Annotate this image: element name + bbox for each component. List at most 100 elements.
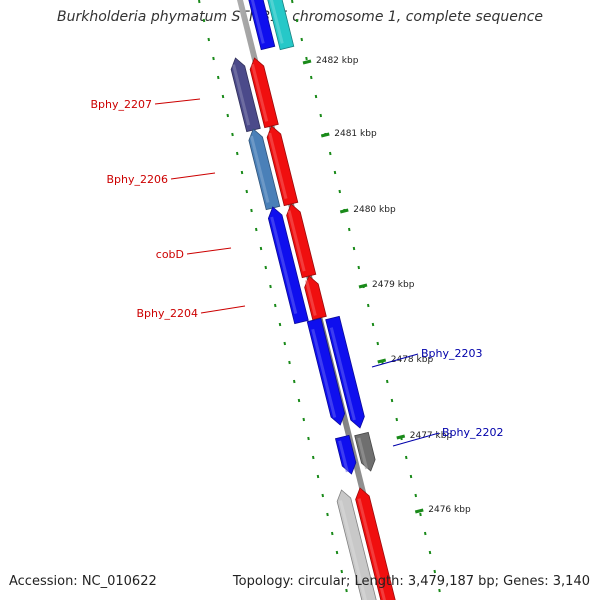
- gene-arrow-light-grey-highlight: [339, 500, 367, 600]
- gene-arrow-bphy-2203-a: [306, 317, 346, 426]
- guide-dot: [338, 189, 341, 194]
- gene-arrow-offscreen-cyan-highlight: [269, 0, 284, 44]
- guide-dot: [269, 284, 272, 289]
- guide-dot: [345, 588, 348, 593]
- scale-tick: [358, 283, 368, 289]
- gene-arrow-red-4-highlight: [304, 279, 317, 316]
- gene-label: Bphy_2202: [442, 426, 504, 439]
- gene-arrow-offscreen-blue-highlight: [250, 0, 265, 44]
- guide-dot: [310, 75, 313, 80]
- guide-dot: [212, 56, 215, 61]
- guide-dot: [409, 474, 413, 479]
- guide-dot: [331, 531, 334, 536]
- guide-dot: [198, 0, 201, 4]
- guide-dot: [333, 170, 337, 175]
- left-guide-track: [198, 0, 348, 593]
- gene-arrow-grey: [354, 431, 376, 472]
- guide-dot: [321, 493, 324, 498]
- gene-label: cobD: [156, 248, 184, 261]
- guide-dot: [371, 322, 375, 327]
- guide-dot: [283, 341, 286, 346]
- sequence-summary-text: Topology: circular; Length: 3,479,187 bp…: [232, 574, 590, 589]
- scale-tick: [302, 59, 312, 65]
- gene-arrow-red-4-body: [304, 275, 327, 321]
- gene-arrow-offscreen-blue: [248, 0, 276, 51]
- gene-arrow-bphy-2203-a-highlight: [311, 328, 337, 418]
- gene-arrow-red-1-highlight: [251, 63, 269, 122]
- guide-dot: [305, 56, 308, 61]
- gene-arrow-bphy-2207-highlight: [232, 64, 251, 126]
- gene-arrow-cobd-bphy-2204-body: [267, 206, 309, 325]
- gene-arrow-grey-highlight: [357, 437, 369, 470]
- gene-label: Bphy_2204: [136, 307, 198, 320]
- leader-line: [186, 247, 232, 255]
- gene-arrow-red-2-highlight: [268, 132, 288, 199]
- gene-arrow-bphy-2202: [334, 434, 357, 475]
- guide-dot: [226, 113, 229, 118]
- guide-dot: [433, 569, 436, 574]
- guide-dot: [329, 151, 332, 156]
- gene-arrow-bphy-2203-b: [325, 315, 365, 429]
- guide-dot: [240, 170, 244, 175]
- gene-arrow-red-5-highlight: [357, 498, 386, 600]
- scale-tick-label: 2477 kbp: [410, 431, 453, 441]
- guide-dot: [297, 398, 301, 403]
- leader-line: [154, 98, 201, 105]
- guide-dot: [395, 417, 398, 422]
- gene-arrow-cobd-bphy-2204-highlight: [270, 216, 298, 315]
- guide-dot: [367, 303, 370, 308]
- guide-dot: [278, 322, 282, 327]
- gene-arrow-bphy-2202-highlight: [338, 440, 349, 473]
- guide-dot: [340, 569, 343, 574]
- guide-dot: [217, 75, 220, 80]
- scale-tick: [414, 508, 424, 514]
- accession-text: Accession: NC_010622: [9, 574, 157, 589]
- guide-dot: [221, 94, 225, 99]
- scale-tick: [396, 434, 406, 440]
- guide-dot: [419, 512, 422, 517]
- guide-dot: [314, 94, 318, 99]
- guide-dot: [259, 246, 263, 251]
- leader-line: [170, 172, 216, 180]
- leader-line: [392, 432, 440, 447]
- guide-dot: [438, 588, 441, 593]
- guide-dot: [302, 417, 305, 422]
- guide-dot: [274, 303, 277, 308]
- gene-arrow-red-5: [355, 487, 396, 600]
- scale-tick: [377, 358, 387, 364]
- guide-dot: [245, 189, 248, 194]
- guide-dot: [250, 208, 253, 213]
- guide-dot: [424, 531, 427, 536]
- scale-tick-label: 2482 kbp: [316, 56, 359, 66]
- guide-dot: [255, 227, 258, 232]
- scale-tick: [320, 132, 330, 138]
- map-title: Burkholderia phymatum STM815 chromosome …: [56, 9, 543, 25]
- gene-arrow-cobd-bphy-2204: [267, 206, 309, 325]
- gene-label: Bphy_2207: [90, 98, 152, 111]
- guide-dot: [293, 379, 296, 384]
- scale-tick-label: 2480 kbp: [353, 205, 396, 215]
- guide-dot: [405, 455, 408, 460]
- leader-line: [371, 353, 419, 368]
- gene-label: Bphy_2203: [421, 347, 483, 360]
- scale-tick: [339, 208, 349, 214]
- guide-dot: [386, 379, 389, 384]
- gene-arrow-light-grey: [336, 489, 377, 600]
- guide-dot: [312, 455, 315, 460]
- gene-arrow-bphy-2203-b-highlight: [329, 327, 356, 421]
- guide-dot: [326, 512, 329, 517]
- guide-dot: [348, 227, 351, 232]
- guide-dot: [414, 493, 417, 498]
- guide-dot: [307, 436, 310, 441]
- gene-arrow-light-grey-body: [336, 489, 377, 600]
- guide-dot: [390, 398, 394, 403]
- gene-arrow-red-3-highlight: [287, 210, 306, 272]
- guide-dot: [428, 550, 432, 555]
- guide-dot: [291, 0, 294, 4]
- guide-dot: [376, 341, 379, 346]
- guide-dot: [319, 113, 322, 118]
- guide-dot: [288, 360, 291, 365]
- guide-dot: [207, 37, 210, 42]
- guide-dot: [300, 37, 303, 42]
